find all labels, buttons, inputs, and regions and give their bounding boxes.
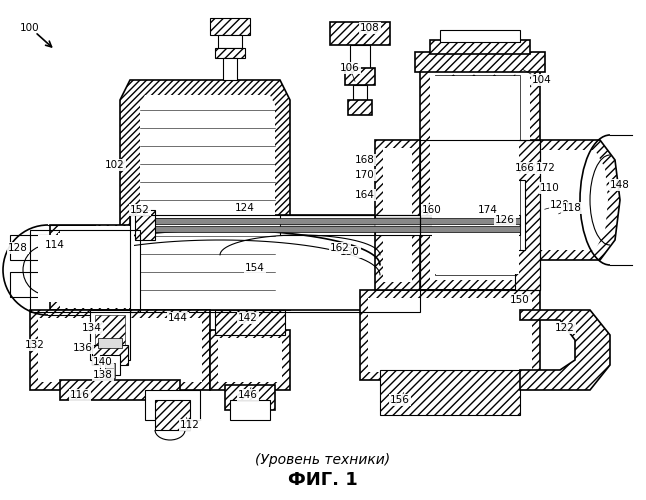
Bar bbox=[92, 345, 128, 365]
Text: 164: 164 bbox=[355, 190, 375, 200]
Text: 130: 130 bbox=[340, 247, 360, 257]
Bar bbox=[420, 60, 540, 290]
Text: 170: 170 bbox=[355, 170, 375, 180]
Text: 108: 108 bbox=[360, 23, 380, 33]
Bar bbox=[348, 100, 372, 115]
Bar bbox=[130, 215, 420, 312]
Bar bbox=[50, 225, 135, 310]
Bar bbox=[105, 363, 115, 378]
Bar bbox=[145, 390, 200, 420]
Bar bbox=[155, 400, 190, 430]
Text: 132: 132 bbox=[25, 340, 45, 350]
Text: 174: 174 bbox=[478, 205, 498, 215]
Bar bbox=[415, 52, 545, 72]
Bar bbox=[375, 140, 420, 290]
Text: 120: 120 bbox=[550, 200, 570, 210]
Bar bbox=[435, 75, 520, 275]
Text: 136: 136 bbox=[73, 343, 93, 353]
Text: 166: 166 bbox=[515, 163, 535, 173]
Text: 152: 152 bbox=[130, 205, 150, 215]
Bar bbox=[230, 400, 270, 420]
Polygon shape bbox=[140, 95, 275, 300]
Bar bbox=[60, 380, 180, 400]
Bar bbox=[375, 215, 520, 235]
Bar bbox=[430, 70, 530, 280]
Polygon shape bbox=[515, 140, 540, 290]
Bar bbox=[38, 235, 127, 302]
Polygon shape bbox=[515, 140, 620, 260]
Bar bbox=[135, 218, 520, 224]
Bar bbox=[380, 370, 520, 415]
Polygon shape bbox=[520, 310, 610, 390]
Bar bbox=[375, 218, 520, 232]
Bar bbox=[100, 355, 120, 375]
Text: 116: 116 bbox=[70, 390, 90, 400]
Bar bbox=[330, 22, 390, 45]
Text: 110: 110 bbox=[540, 183, 560, 193]
Text: 128: 128 bbox=[8, 243, 28, 253]
Polygon shape bbox=[130, 215, 420, 310]
Bar bbox=[58, 233, 128, 302]
Text: 172: 172 bbox=[536, 163, 556, 173]
Bar bbox=[345, 68, 375, 85]
Text: 154: 154 bbox=[245, 263, 265, 273]
Bar bbox=[218, 35, 242, 48]
Text: 124: 124 bbox=[235, 203, 255, 213]
Text: 140: 140 bbox=[93, 357, 113, 367]
Text: 134: 134 bbox=[82, 323, 102, 333]
Text: 150: 150 bbox=[510, 295, 530, 305]
Text: 102: 102 bbox=[105, 160, 125, 170]
Text: 148: 148 bbox=[610, 180, 630, 190]
Text: (Уровень техники): (Уровень техники) bbox=[255, 453, 391, 467]
Bar bbox=[353, 85, 367, 100]
Bar bbox=[215, 48, 245, 58]
Text: 146: 146 bbox=[238, 390, 258, 400]
Bar bbox=[30, 230, 140, 312]
Text: 112: 112 bbox=[180, 420, 200, 430]
Bar bbox=[350, 45, 370, 68]
Text: 104: 104 bbox=[532, 75, 552, 85]
Bar bbox=[430, 40, 530, 54]
Bar bbox=[218, 338, 282, 382]
Text: 160: 160 bbox=[422, 205, 442, 215]
Bar bbox=[210, 18, 250, 35]
Bar bbox=[135, 210, 155, 240]
Text: 118: 118 bbox=[562, 203, 582, 213]
Text: 126: 126 bbox=[495, 215, 515, 225]
Bar bbox=[420, 140, 540, 290]
Bar bbox=[10, 235, 50, 260]
Bar bbox=[60, 226, 134, 308]
Bar bbox=[432, 76, 519, 274]
Text: 168: 168 bbox=[355, 155, 375, 165]
Bar bbox=[280, 220, 515, 230]
Bar bbox=[95, 315, 125, 355]
Bar bbox=[440, 30, 520, 42]
Bar bbox=[368, 298, 532, 372]
Bar bbox=[135, 226, 520, 232]
Polygon shape bbox=[120, 80, 290, 310]
Text: 122: 122 bbox=[555, 323, 575, 333]
Text: 156: 156 bbox=[390, 395, 410, 405]
Text: 114: 114 bbox=[45, 240, 65, 250]
Bar bbox=[280, 215, 420, 235]
Text: 106: 106 bbox=[340, 63, 360, 73]
Bar bbox=[225, 385, 275, 410]
Text: 144: 144 bbox=[168, 313, 188, 323]
Bar bbox=[210, 330, 290, 390]
Text: 100: 100 bbox=[20, 23, 40, 33]
Text: ФИГ. 1: ФИГ. 1 bbox=[288, 471, 358, 489]
Text: 162: 162 bbox=[330, 243, 350, 253]
Bar bbox=[215, 310, 285, 335]
Text: 142: 142 bbox=[238, 313, 258, 323]
Bar bbox=[98, 338, 122, 348]
Text: 138: 138 bbox=[93, 370, 113, 380]
Bar bbox=[383, 148, 412, 282]
Bar bbox=[90, 310, 130, 360]
Bar bbox=[223, 58, 237, 80]
Bar bbox=[10, 272, 50, 297]
Bar bbox=[38, 318, 202, 382]
Bar bbox=[30, 310, 210, 390]
Polygon shape bbox=[522, 150, 608, 250]
Bar bbox=[360, 290, 540, 380]
